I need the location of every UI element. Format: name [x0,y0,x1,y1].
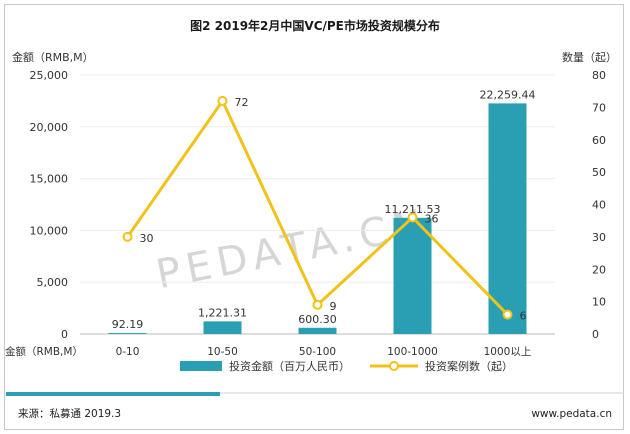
line-series [122,95,513,320]
right-tick-label: 80 [592,69,606,82]
line-data-label: 30 [140,232,154,245]
legend-line-label: 投资案例数（起） [425,359,513,373]
bar-data-label: 1,221.31 [198,306,247,319]
line-point [217,95,228,106]
legend-bar-swatch [180,361,222,371]
right-tick-label: 10 [592,296,606,309]
category-label: 10-50 [207,346,238,358]
right-tick-label: 30 [592,231,606,244]
category-label: 100-1000 [387,346,438,358]
footer-accent-bar [6,392,220,396]
line-data-label: 36 [425,212,439,225]
category-label: 50-100 [299,346,336,358]
right-tick-label: 50 [592,166,606,179]
footer-url: www.pedata.cn [531,408,612,420]
line-data-label: 6 [520,310,527,323]
bar-data-label: 600.30 [298,313,337,326]
left-tick-label: 0 [61,328,68,341]
line-point [312,299,323,310]
right-axis-ticks: 0 10 20 30 40 50 60 70 80 [592,69,606,341]
bar [203,321,242,334]
left-tick-label: 20,000 [30,121,69,134]
line-data-labels: 30 72 9 36 6 [140,96,527,323]
line-data-label: 9 [330,300,337,313]
left-tick-label: 5,000 [37,276,69,289]
legend-bar-label: 投资金额（百万人民币） [229,359,350,373]
bar [298,327,337,334]
footer-source: 来源：私募通 2019.3 [18,407,121,420]
left-axis-ticks: 0 5,000 10,000 15,000 20,000 25,000 [30,69,69,341]
bar-data-label: 92.19 [112,318,144,331]
right-tick-label: 60 [592,134,606,147]
left-axis-title: 金额（RMB,M） [12,50,94,64]
bar-data-label: 22,259.44 [480,88,536,101]
bar-data-labels: 92.19 1,221.31 600.30 11,211.53 22,259.44 [112,88,536,331]
right-tick-label: 0 [592,328,599,341]
category-label: 1000以上 [484,346,532,358]
bar [393,217,432,334]
left-tick-label: 15,000 [30,173,69,186]
bar-series [108,103,527,334]
bar-data-label: 11,211.53 [385,203,441,216]
line-point [407,212,418,223]
legend-line-marker [389,361,399,371]
line-point [502,309,513,320]
right-axis-title: 数量（起） [562,51,617,64]
line-point [122,231,133,242]
right-tick-label: 20 [592,263,606,276]
gridlines [80,74,555,335]
right-tick-label: 70 [592,101,606,114]
bottom-axis-title: 金额（RMB,M） [5,345,83,358]
left-tick-label: 10,000 [30,224,69,237]
legend: 投资金额（百万人民币） 投资案例数（起） [180,359,513,373]
chart-title: 图2 2019年2月中国VC/PE市场投资规模分布 [190,18,440,33]
bar [108,333,147,334]
bar [488,103,527,334]
line-data-label: 72 [235,96,249,109]
category-labels: 0-10 10-50 50-100 100-1000 1000以上 [116,346,532,358]
left-tick-label: 25,000 [30,69,69,82]
category-label: 0-10 [116,346,140,358]
right-tick-label: 40 [592,199,606,212]
